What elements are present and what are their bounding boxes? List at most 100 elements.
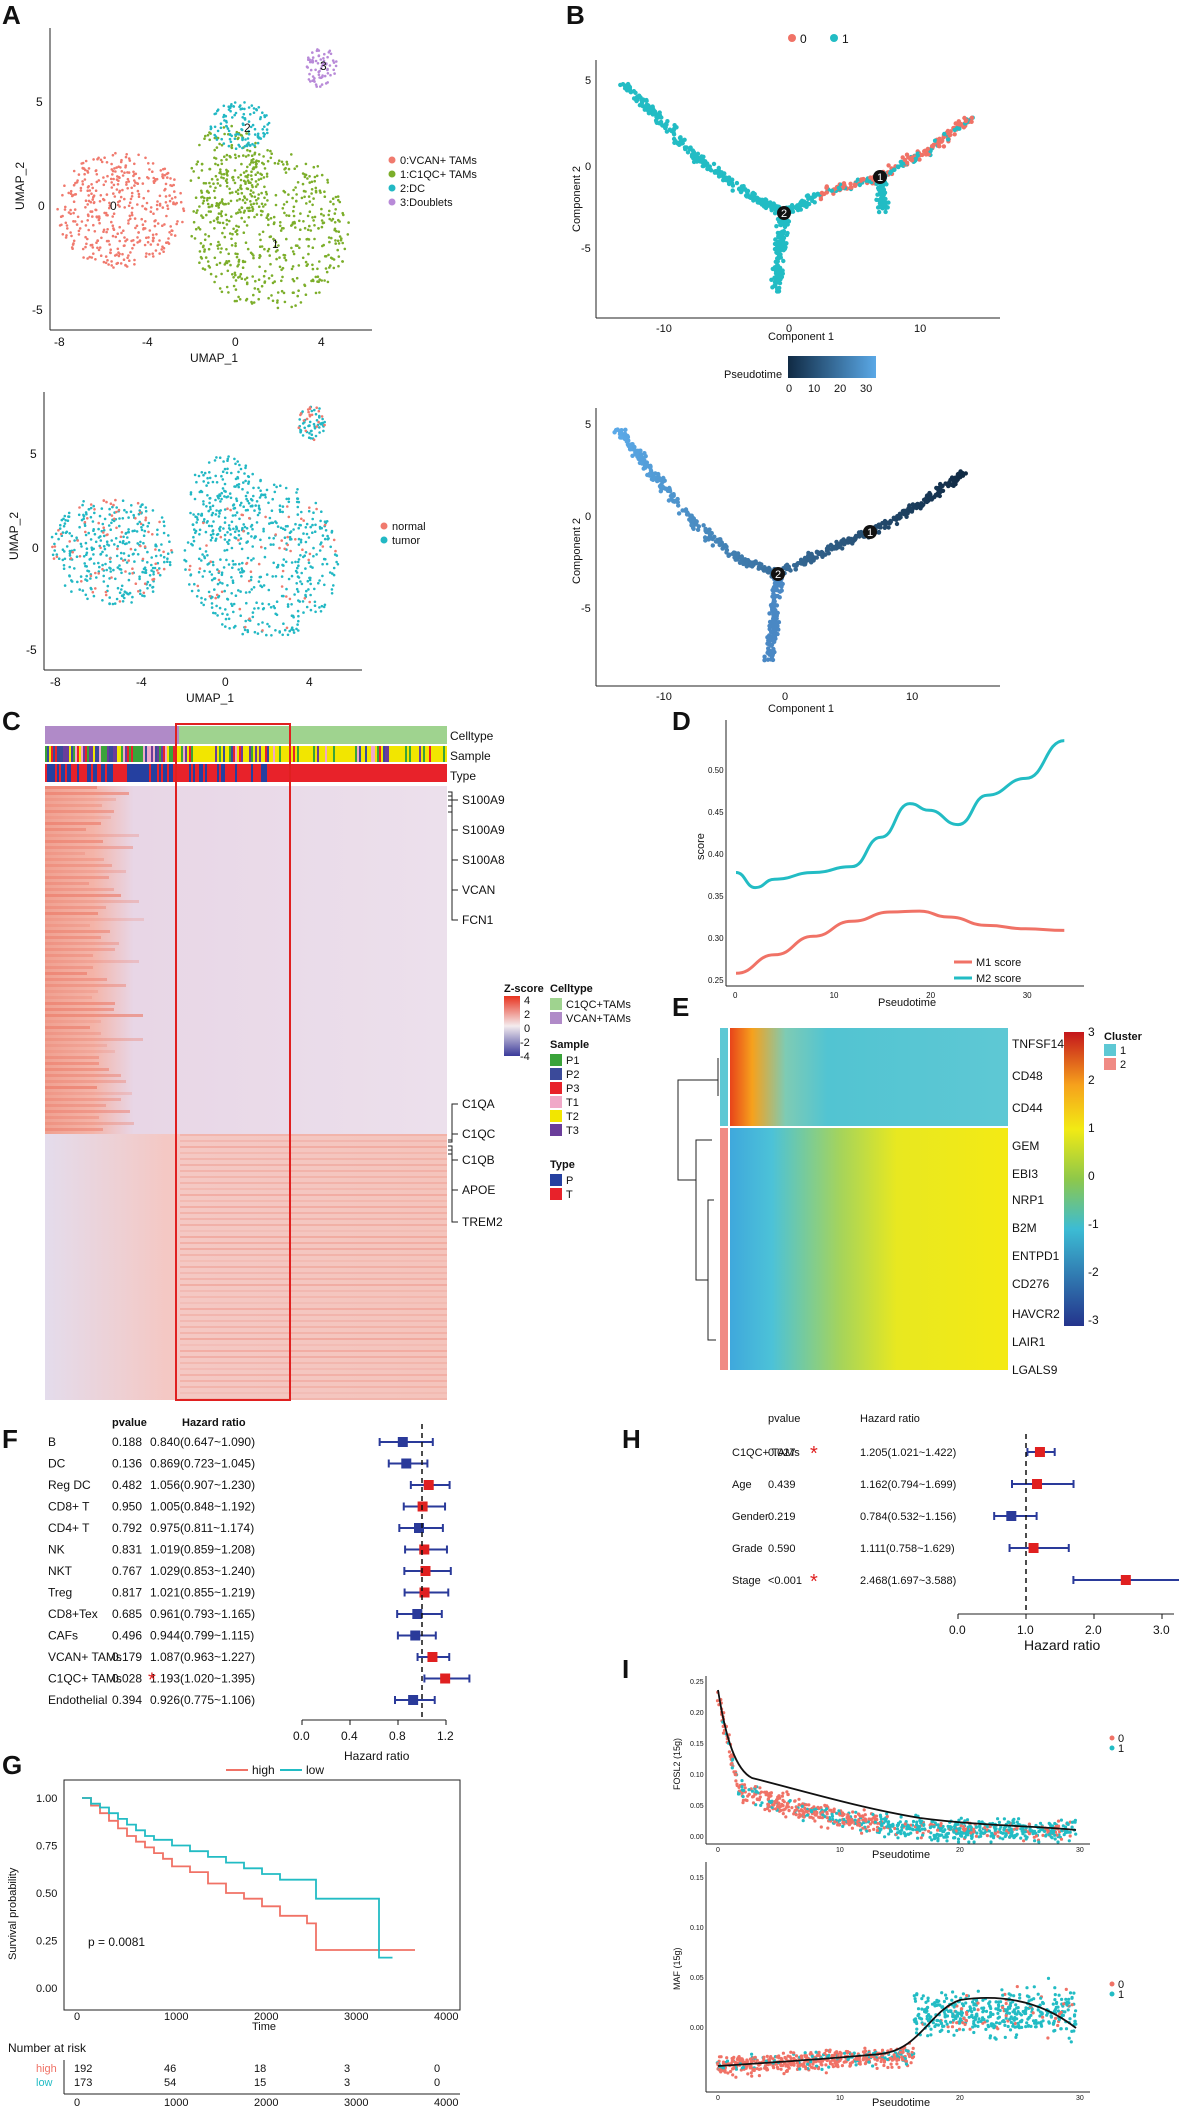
umap-point-c1qc	[221, 231, 224, 235]
umap-point-vcan	[138, 239, 142, 242]
sample-track-cell	[227, 746, 229, 762]
sample-track-cell	[251, 746, 253, 762]
umap-point-c1qc	[274, 193, 278, 197]
heatmap-row-band	[180, 1290, 447, 1292]
umap-point-doublets	[332, 68, 336, 72]
sample-track-cell	[403, 746, 405, 762]
forest-row-hr: 1.021(0.855~1.219)	[150, 1586, 255, 1600]
e-top-block	[730, 1028, 1008, 1126]
trajectory-point	[915, 153, 920, 158]
umap-point-c1qc	[221, 198, 224, 201]
type-track-cell	[285, 764, 287, 782]
umap-point-dc	[265, 114, 268, 117]
trajectory-point	[642, 107, 647, 112]
umap-point-vcan	[88, 189, 92, 192]
umap-point-c1qc	[318, 278, 322, 281]
pseudotime-point	[635, 448, 640, 453]
umap-point-c1qc	[235, 224, 238, 228]
pseudotime-point	[675, 496, 680, 502]
legend-label-state-0: 0	[800, 32, 807, 46]
forest-tick-label: 2.0	[1085, 1623, 1102, 1637]
heatmap-row-band	[180, 1158, 447, 1160]
pseudotime-tick-30: 30	[860, 383, 872, 395]
umap-point-tumor	[146, 580, 150, 584]
sample-track-cell	[121, 746, 123, 762]
umap-point-vcan	[56, 207, 59, 211]
umap-point-normal	[202, 521, 205, 525]
umap-point-tumor	[226, 540, 229, 544]
umap-point-tumor	[141, 503, 144, 506]
umap-point-normal	[289, 549, 292, 553]
heatmap-row-band	[45, 1122, 134, 1125]
umap-point-tumor	[250, 558, 253, 562]
umap-point-vcan	[145, 201, 149, 205]
sample-track-cell	[191, 746, 193, 762]
umap-point-tumor	[299, 538, 303, 542]
umap-point-c1qc	[240, 216, 243, 220]
umap-point-normal	[120, 531, 124, 534]
umap-point-c1qc	[189, 179, 193, 182]
umap-point-normal	[101, 567, 104, 571]
pseudotime-point	[779, 584, 784, 589]
umap-point-normal	[283, 547, 287, 551]
pseudotime-point	[877, 524, 882, 530]
risk-row-name: high	[36, 2063, 57, 2075]
umap-point-c1qc	[232, 178, 235, 182]
umap-point-c1qc	[250, 161, 253, 164]
gene-s100a9-2: S100A9	[462, 823, 505, 837]
umap-point-c1qc	[318, 291, 321, 294]
umap-point-tumor	[259, 478, 262, 482]
umap-point-tumor	[250, 588, 253, 591]
umap-point-c1qc	[235, 255, 239, 259]
umap-point-c1qc	[205, 199, 209, 202]
type-track-cell	[211, 764, 213, 782]
pseudotime-point	[771, 650, 776, 655]
celltype-swatch-vcan	[550, 1012, 562, 1024]
sample-track-cell	[135, 746, 137, 762]
umap-point-c1qc	[306, 228, 310, 232]
umap-point-c1qc	[316, 267, 319, 271]
trajectory-point	[653, 118, 659, 123]
pseudotime-tick-10: 10	[808, 383, 820, 395]
umap-point-c1qc	[292, 214, 296, 218]
umap-point-tumor	[240, 574, 243, 578]
forest-row-pvalue: 0.482	[112, 1478, 142, 1492]
umap-point-c1qc	[291, 221, 295, 224]
pseudotime-point	[779, 588, 784, 593]
umap-point-vcan	[89, 200, 93, 204]
umap-point-c1qc	[247, 154, 250, 157]
umap-point-vcan	[99, 254, 103, 257]
umap-point-c1qc	[304, 173, 308, 177]
heatmap-row-band	[45, 828, 86, 831]
type-track-cell	[181, 764, 183, 782]
umap-point-c1qc	[231, 191, 234, 194]
umap-point-tumor	[212, 532, 215, 536]
umap-point-tumor	[312, 546, 315, 550]
umap-point-c1qc	[339, 239, 343, 242]
trajectory-point	[665, 119, 670, 124]
sample-track-cell	[197, 746, 199, 762]
heatmap-row-band	[180, 1266, 447, 1268]
a-top-xtick-3: 4	[318, 335, 325, 349]
umap-point-doublets	[333, 72, 336, 75]
umap-point-vcan	[134, 226, 137, 230]
umap-point-tumor	[160, 516, 164, 519]
umap-point-tumor	[64, 519, 67, 522]
heatmap-row-band	[45, 924, 90, 927]
pseudotime-point	[703, 538, 708, 543]
trajectory-point	[882, 199, 887, 204]
sample-track-cell	[113, 746, 115, 762]
zscore-tick-0: 0	[524, 1023, 530, 1035]
type-track-cell	[115, 764, 117, 782]
sample-track-cell	[359, 746, 361, 762]
umap-point-tumor	[197, 570, 201, 574]
umap-point-c1qc	[257, 178, 261, 181]
umap-point-tumor	[126, 536, 129, 539]
significance-star: *	[810, 1443, 818, 1465]
umap-point-tumor	[118, 524, 121, 528]
umap-point-c1qc	[235, 212, 238, 215]
umap-point-c1qc	[296, 294, 300, 298]
umap-point-tumor	[157, 548, 161, 552]
umap-point-c1qc	[232, 227, 235, 231]
umap-point-c1qc	[296, 181, 300, 184]
